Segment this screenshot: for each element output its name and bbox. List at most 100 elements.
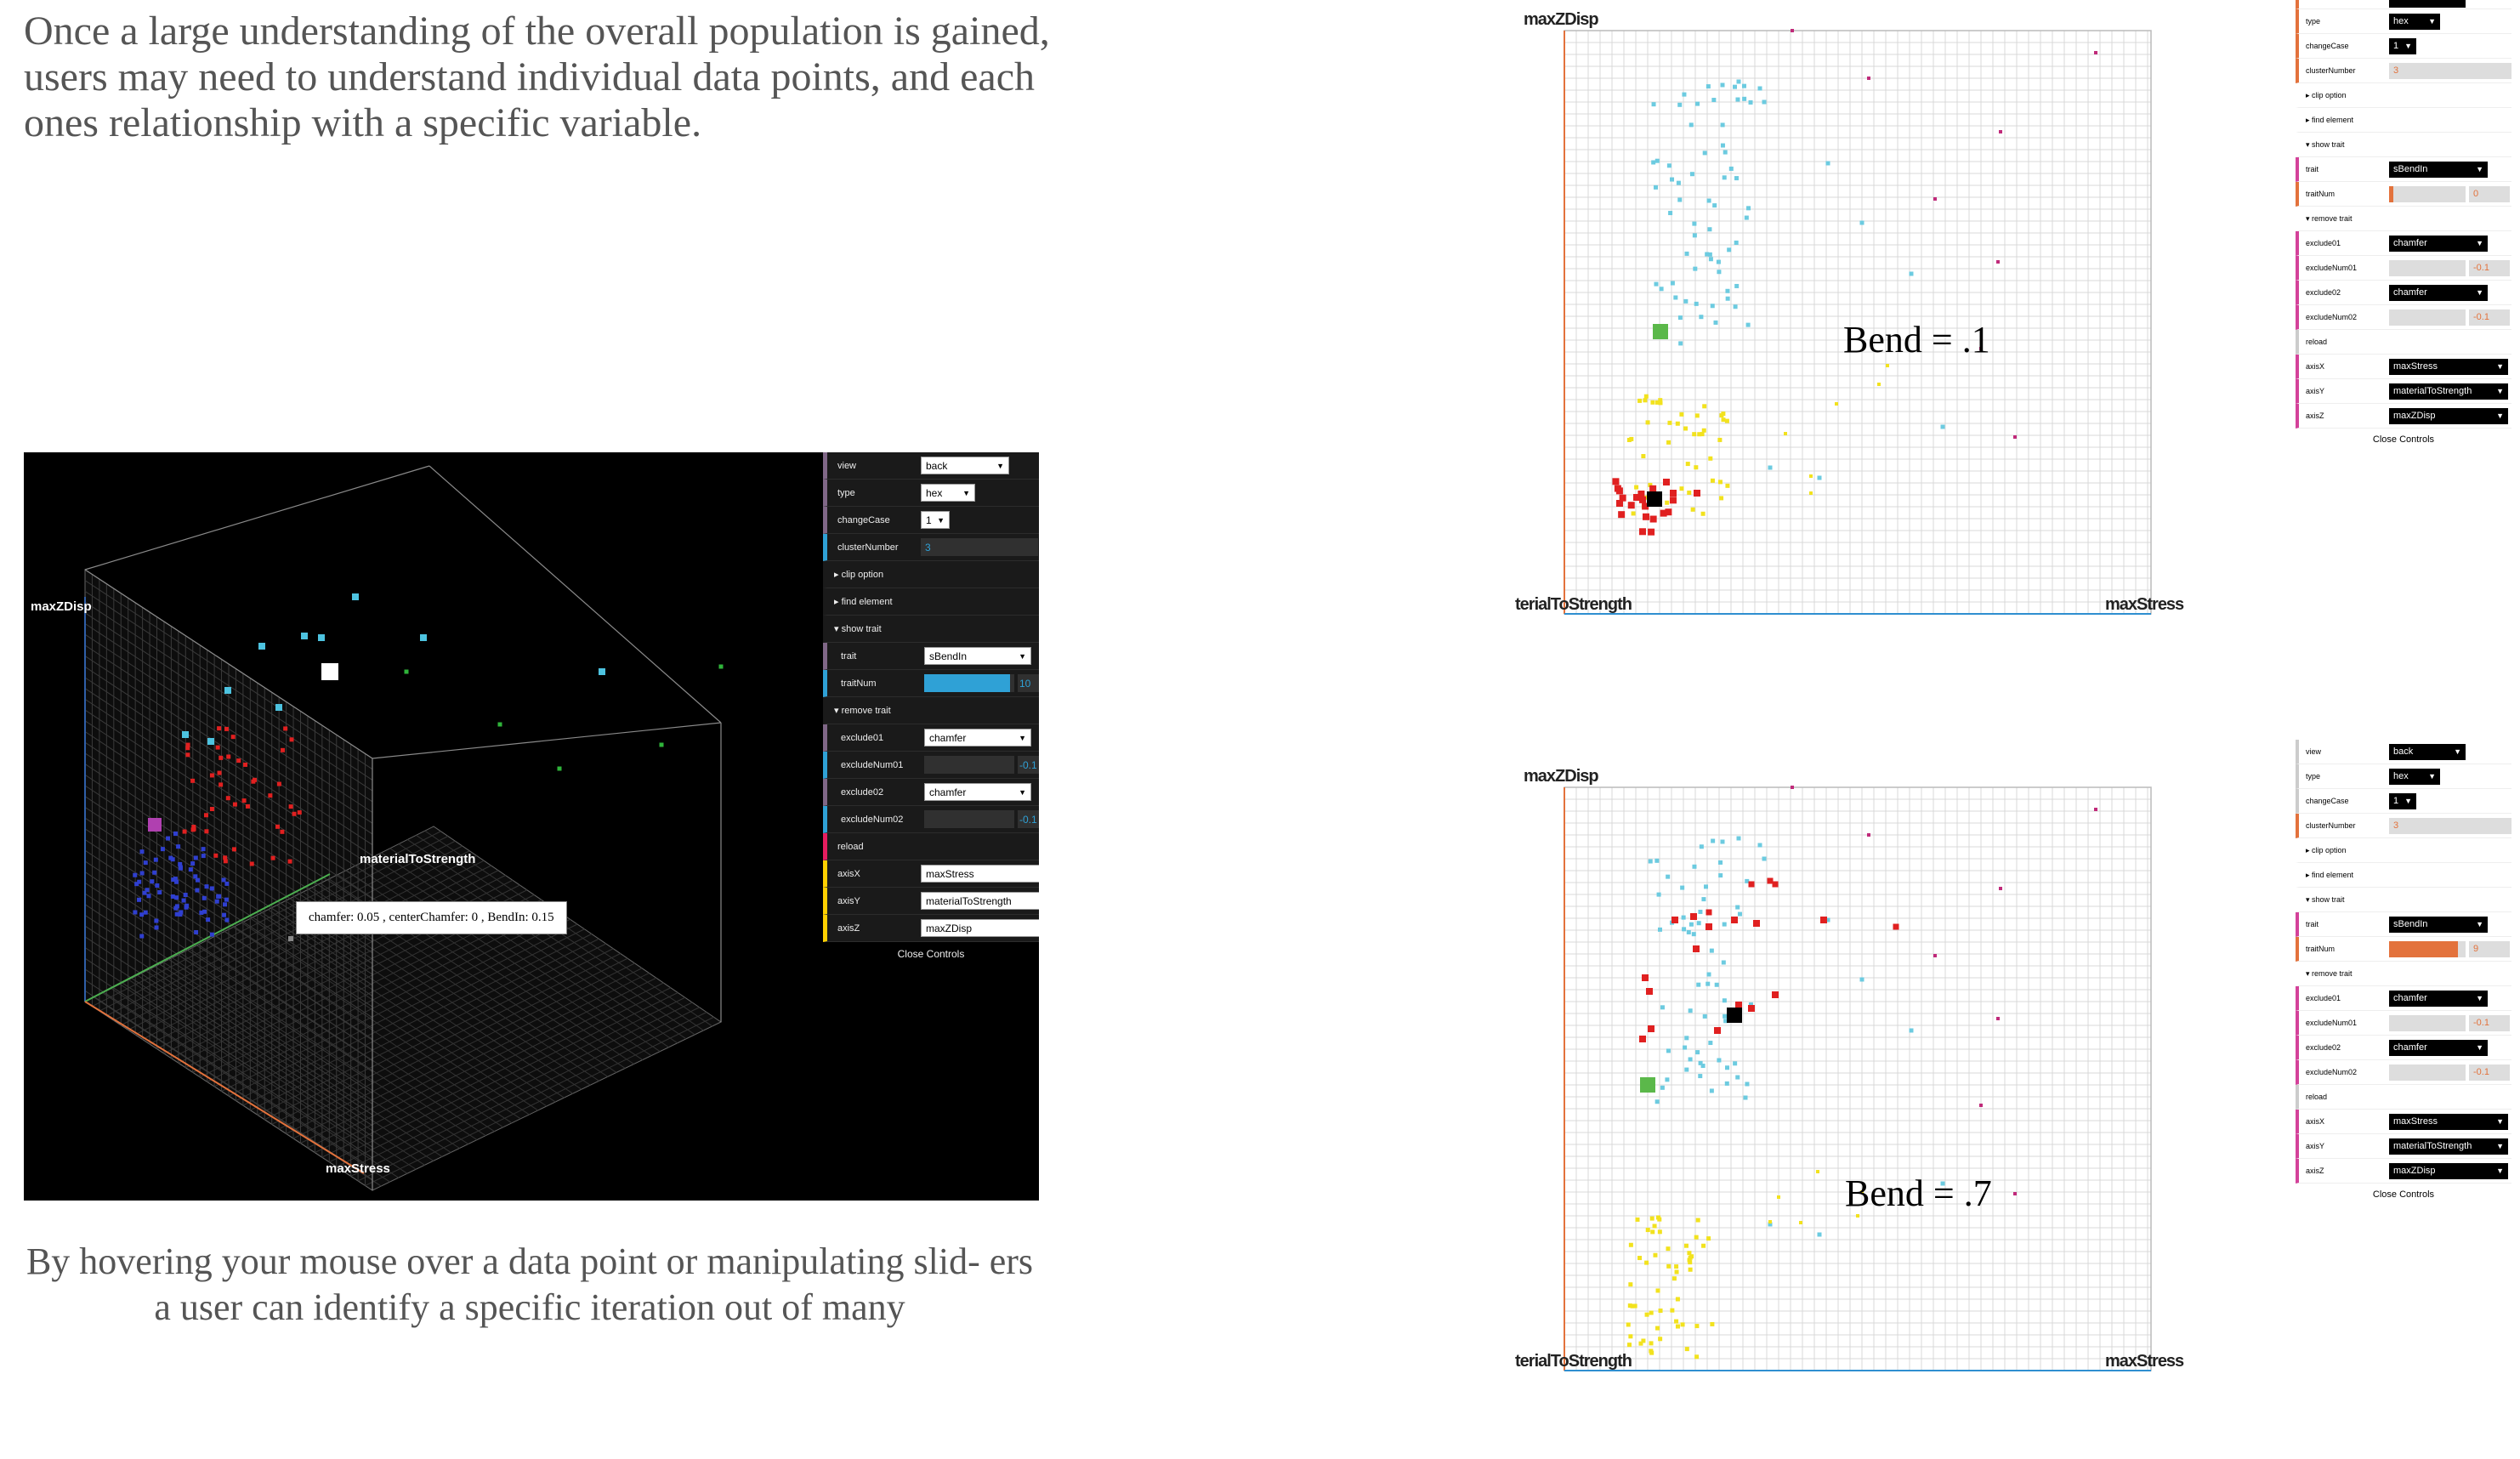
control-clusternumber[interactable]: clusterNumber 3 — [2296, 59, 2511, 83]
exclude02-select[interactable]: chamfer ▼ — [2389, 284, 2488, 301]
exclude01-select[interactable]: chamfer ▼ — [2389, 235, 2488, 252]
traitnum-slider[interactable] — [2389, 185, 2466, 202]
excludenum01-slider[interactable] — [2389, 1014, 2466, 1031]
view-select[interactable]: back ▼ — [2389, 743, 2466, 760]
control-changecase[interactable]: changeCase 1 ▼ — [2296, 789, 2511, 814]
clusternumber-input[interactable]: 3 — [921, 538, 1038, 556]
axisy-select[interactable]: materialToStrength ▼ — [2389, 1138, 2508, 1155]
excludenum02-value[interactable]: -0.1 — [1018, 810, 1039, 828]
trait-select[interactable]: sBendIn ▼ — [2389, 916, 2488, 933]
excludenum02-slider[interactable] — [924, 810, 1014, 828]
reload-button[interactable]: reload — [2296, 1085, 2511, 1110]
control-axisy[interactable]: axisY materialToStrength — [823, 888, 1039, 915]
traitnum-slider[interactable] — [2389, 940, 2466, 957]
changecase-select[interactable]: 1 ▼ — [2389, 792, 2416, 809]
folder-clip-option[interactable]: ▸ clip option — [823, 561, 1039, 588]
folder-show-trait[interactable]: ▾ show trait — [2296, 888, 2511, 912]
traitnum-value[interactable]: 10 — [1018, 674, 1039, 692]
control-view[interactable]: view back ▼ — [2296, 740, 2511, 764]
exclude02-select[interactable]: chamfer ▼ — [924, 783, 1031, 801]
control-exclude02[interactable]: exclude02 chamfer ▼ — [823, 779, 1039, 806]
excludenum01-slider[interactable] — [924, 756, 1014, 774]
clusternumber-input[interactable]: 3 — [2389, 817, 2511, 834]
excludenum02-value[interactable]: -0.1 — [2469, 1064, 2510, 1081]
folder-show-trait[interactable]: ▾ show trait — [2296, 133, 2511, 157]
excludenum01-slider[interactable] — [2389, 259, 2466, 276]
control-excludenum02[interactable]: excludeNum02 -0.1 — [2296, 305, 2511, 330]
type-select[interactable]: hex ▼ — [2389, 768, 2440, 785]
axisy-select[interactable]: materialToStrength — [921, 892, 1039, 910]
control-excludenum01[interactable]: excludeNum01 -0.1 — [823, 752, 1039, 779]
changecase-select[interactable]: 1 ▼ — [921, 511, 950, 529]
excludenum01-value[interactable]: -0.1 — [1018, 756, 1039, 774]
folder-clip-option[interactable]: ▸ clip option — [2296, 83, 2511, 108]
control-traitnum[interactable]: traitNum 10 — [823, 670, 1039, 697]
changecase-select[interactable]: 1 ▼ — [2389, 37, 2416, 54]
control-excludenum01[interactable]: excludeNum01 -0.1 — [2296, 256, 2511, 281]
traitnum-value[interactable]: 0 — [2469, 185, 2510, 202]
view-select[interactable] — [2389, 0, 2466, 8]
control-traitnum[interactable]: traitNum 9 — [2296, 937, 2511, 962]
controls-panel[interactable]: view back ▼ type hex ▼ changeCase 1 ▼ clusterN… — [823, 452, 1039, 966]
folder-find-element[interactable]: ▸ find element — [2296, 863, 2511, 888]
close-controls-button[interactable]: Close Controls — [2372, 434, 2435, 444]
traitnum-slider[interactable] — [924, 674, 1014, 692]
close-controls-button[interactable]: Close Controls — [823, 942, 1039, 966]
control-trait[interactable]: trait sBendIn ▼ — [2296, 157, 2511, 182]
scatter-2d-plot-bend-07[interactable]: maxZDisp terialToStrength maxStress Bend… — [1505, 757, 2219, 1386]
type-select[interactable]: hex ▼ — [2389, 13, 2440, 30]
exclude01-select[interactable]: chamfer ▼ — [2389, 990, 2488, 1007]
plot-canvas[interactable] — [1505, 757, 2219, 1386]
axisy-select[interactable]: materialToStrength ▼ — [2389, 383, 2508, 400]
trait-select[interactable]: sBendIn ▼ — [924, 647, 1031, 665]
controls-panel-bend-07[interactable]: view back ▼ type hex ▼ changeCase 1 ▼ clusterN… — [2296, 740, 2511, 1206]
control-excludenum01[interactable]: excludeNum01 -0.1 — [2296, 1011, 2511, 1036]
folder-remove-trait[interactable]: ▾ remove trait — [823, 697, 1039, 724]
excludenum02-slider[interactable] — [2389, 1064, 2466, 1081]
axisz-select[interactable]: maxZDisp ▼ — [2389, 407, 2508, 424]
traitnum-value[interactable]: 9 — [2469, 940, 2510, 957]
control-trait[interactable]: trait sBendIn ▼ — [2296, 912, 2511, 937]
reload-button[interactable]: reload — [2296, 330, 2511, 355]
control-type[interactable]: type hex ▼ — [2296, 9, 2511, 34]
control-axisy[interactable]: axisY materialToStrength ▼ — [2296, 1134, 2511, 1159]
axisz-select[interactable]: maxZDisp ▼ — [2389, 1162, 2508, 1179]
control-type[interactable]: type hex ▼ — [823, 480, 1039, 507]
control-exclude02[interactable]: exclude02 chamfer ▼ — [2296, 281, 2511, 305]
control-changecase[interactable]: changeCase 1 ▼ — [823, 507, 1039, 534]
control-exclude01[interactable]: exclude01 chamfer ▼ — [823, 724, 1039, 752]
control-excludenum02[interactable]: excludeNum02 -0.1 — [823, 806, 1039, 833]
control-axisy[interactable]: axisY materialToStrength ▼ — [2296, 379, 2511, 404]
control-axisz[interactable]: axisZ maxZDisp ▼ — [2296, 404, 2511, 429]
control-view-clipped[interactable] — [2296, 0, 2511, 9]
excludenum02-value[interactable]: -0.1 — [2469, 309, 2510, 326]
reload-button[interactable]: reload — [823, 833, 1039, 860]
close-controls-button[interactable]: Close Controls — [2372, 1189, 2435, 1200]
control-changecase[interactable]: changeCase 1 ▼ — [2296, 34, 2511, 59]
control-axisx[interactable]: axisX maxStress ▼ — [2296, 355, 2511, 379]
folder-clip-option[interactable]: ▸ clip option — [2296, 838, 2511, 863]
axisx-select[interactable]: maxStress — [921, 865, 1039, 883]
folder-show-trait[interactable]: ▾ show trait — [823, 616, 1039, 643]
control-axisx[interactable]: axisX maxStress — [823, 860, 1039, 888]
control-axisz[interactable]: axisZ maxZDisp ▼ — [2296, 1159, 2511, 1184]
controls-panel-bend-01[interactable]: type hex ▼ changeCase 1 ▼ clusterNumber 3 ▸ c… — [2296, 0, 2511, 444]
folder-remove-trait[interactable]: ▾ remove trait — [2296, 207, 2511, 231]
control-axisz[interactable]: axisZ maxZDisp — [823, 915, 1039, 942]
control-axisx[interactable]: axisX maxStress ▼ — [2296, 1110, 2511, 1134]
control-exclude01[interactable]: exclude01 chamfer ▼ — [2296, 986, 2511, 1011]
control-type[interactable]: type hex ▼ — [2296, 764, 2511, 789]
exclude01-select[interactable]: chamfer ▼ — [924, 729, 1031, 747]
scatter-3d-viewer[interactable]: maxZDisp materialToStrength maxStress ch… — [24, 452, 1039, 1201]
control-exclude02[interactable]: exclude02 chamfer ▼ — [2296, 1036, 2511, 1060]
excludenum01-value[interactable]: -0.1 — [2469, 1014, 2510, 1031]
trait-select[interactable]: sBendIn ▼ — [2389, 161, 2488, 178]
folder-remove-trait[interactable]: ▾ remove trait — [2296, 962, 2511, 986]
folder-find-element[interactable]: ▸ find element — [823, 588, 1039, 616]
excludenum02-slider[interactable] — [2389, 309, 2466, 326]
axisx-select[interactable]: maxStress ▼ — [2389, 358, 2508, 375]
excludenum01-value[interactable]: -0.1 — [2469, 259, 2510, 276]
axisx-select[interactable]: maxStress ▼ — [2389, 1113, 2508, 1130]
axisz-select[interactable]: maxZDisp — [921, 919, 1039, 937]
plot-canvas[interactable] — [1505, 0, 2219, 629]
